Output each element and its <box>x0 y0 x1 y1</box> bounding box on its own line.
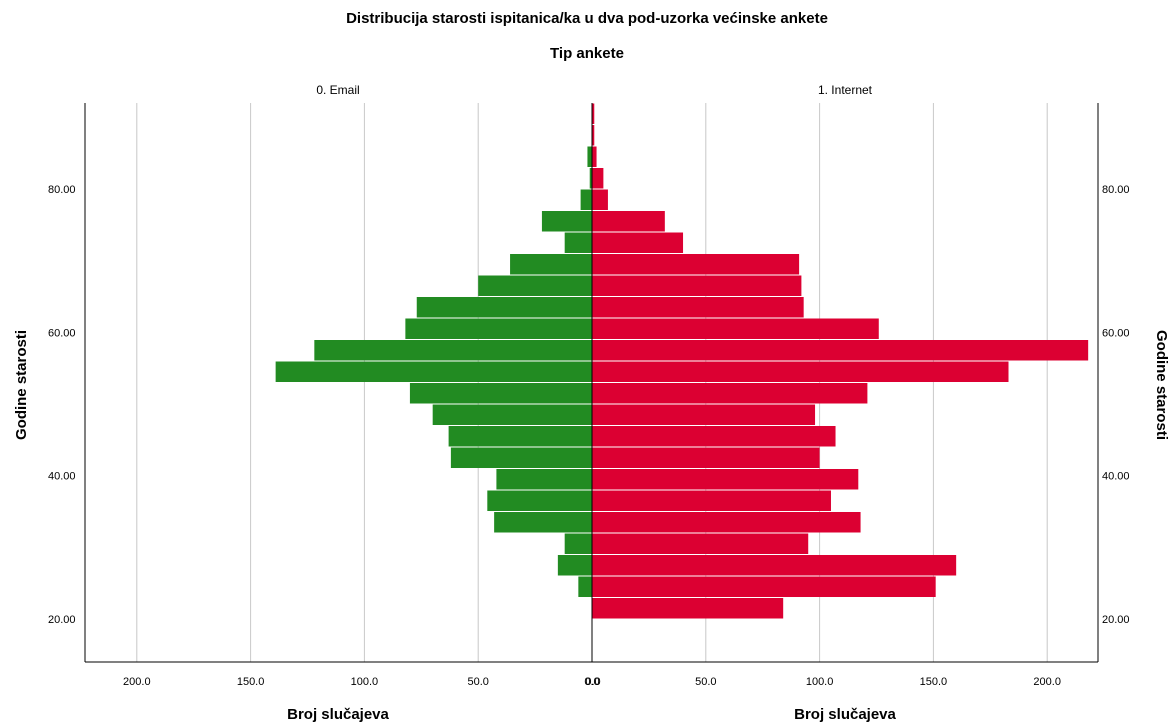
y-tick-label-left: 20.00 <box>48 614 76 626</box>
internet-bar <box>592 361 1009 382</box>
x-axis-title-right: Broj slučajeva <box>794 706 896 722</box>
bars <box>275 103 1089 619</box>
internet-bar <box>592 125 595 146</box>
email-bar <box>494 512 592 533</box>
internet-bar <box>592 275 802 296</box>
x-tick-label-left: 150.0 <box>237 676 265 688</box>
email-bar <box>541 211 592 232</box>
x-tick-label-right: 0.0 <box>585 676 600 688</box>
x-tick-label-right: 100.0 <box>806 676 834 688</box>
email-bar <box>580 189 592 210</box>
y-tick-label-left: 40.00 <box>48 471 76 483</box>
internet-bar <box>592 168 604 189</box>
internet-bar <box>592 318 879 339</box>
x-tick-label-left: 50.0 <box>467 676 488 688</box>
email-bar <box>587 146 592 167</box>
x-tick-label-right: 200.0 <box>1033 676 1061 688</box>
email-bar <box>275 361 592 382</box>
email-bar <box>564 232 592 253</box>
email-bar <box>578 576 592 597</box>
y-tick-label-left: 60.00 <box>48 327 76 339</box>
x-tick-label-right: 50.0 <box>695 676 716 688</box>
internet-bar <box>592 426 836 447</box>
internet-bar <box>592 512 861 533</box>
x-tick-label-left: 100.0 <box>351 676 379 688</box>
email-bar <box>478 275 592 296</box>
internet-bar <box>592 297 804 318</box>
email-bar <box>314 340 592 361</box>
email-bar <box>409 383 592 404</box>
email-bar <box>496 469 592 490</box>
internet-bar <box>592 189 608 210</box>
y-tick-label-right: 60.00 <box>1102 327 1130 339</box>
internet-bar <box>592 447 820 468</box>
facet-label-internet: 1. Internet <box>818 83 873 97</box>
internet-bar <box>592 103 595 124</box>
internet-bar <box>592 490 831 511</box>
internet-bar <box>592 404 816 425</box>
y-axis-title-right: Godine starosti <box>1153 330 1170 440</box>
email-bar <box>448 426 592 447</box>
internet-bar <box>592 598 784 619</box>
facet-label-email: 0. Email <box>316 83 359 97</box>
y-axis-title-left: Godine starosti <box>13 330 30 440</box>
internet-bar <box>592 555 957 576</box>
internet-bar <box>592 232 684 253</box>
internet-bar <box>592 340 1089 361</box>
y-tick-label-right: 80.00 <box>1102 184 1130 196</box>
x-axis-title-left: Broj slučajeva <box>287 706 389 722</box>
x-tick-label-right: 150.0 <box>920 676 948 688</box>
plot-frame <box>84 103 1099 663</box>
email-bar <box>405 318 592 339</box>
tick-labels: 20.00 20.00 40.00 40.00 60.00 60.00 80.00 80.00… <box>13 83 1170 722</box>
internet-bar <box>592 254 800 275</box>
email-bar <box>589 168 592 189</box>
email-bar <box>564 533 592 554</box>
x-tick-label-left: 200.0 <box>123 676 151 688</box>
email-bar <box>416 297 592 318</box>
email-bar <box>557 555 592 576</box>
y-tick-label-right: 20.00 <box>1102 614 1130 626</box>
email-bar <box>450 447 592 468</box>
internet-bar <box>592 146 597 167</box>
panel-title: Tip ankete <box>550 45 624 62</box>
internet-bar <box>592 383 868 404</box>
y-tick-label-left: 80.00 <box>48 184 76 196</box>
email-bar <box>432 404 592 425</box>
email-bar <box>487 490 592 511</box>
y-tick-label-right: 40.00 <box>1102 471 1130 483</box>
internet-bar <box>592 211 665 232</box>
x-tick-label-left: 0.0 <box>584 676 599 688</box>
email-bar <box>510 254 592 275</box>
internet-bar <box>592 533 809 554</box>
internet-bar <box>592 469 859 490</box>
internet-bar <box>592 576 936 597</box>
chart-title: Distribucija starosti ispitanica/ka u dv… <box>346 10 828 27</box>
